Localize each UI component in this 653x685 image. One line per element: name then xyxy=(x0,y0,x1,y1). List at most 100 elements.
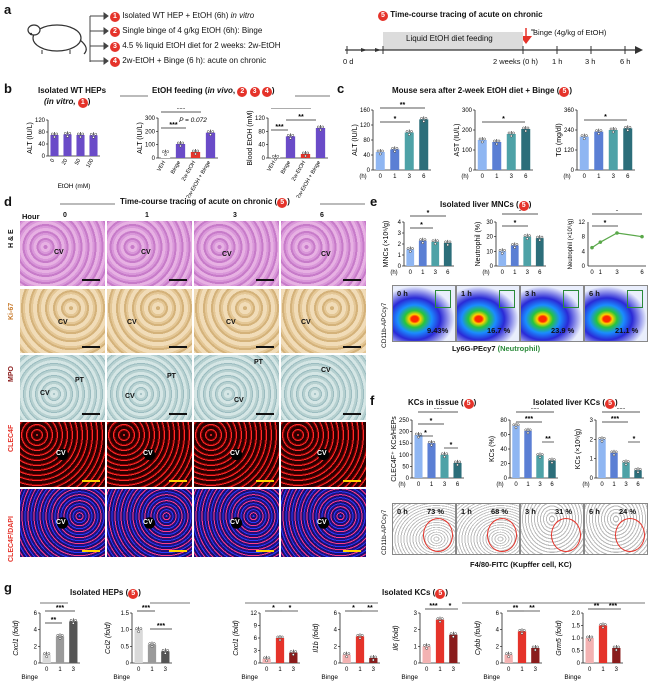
f-kc1-bar xyxy=(453,462,462,478)
c-tg-sig-stars: * xyxy=(604,114,607,121)
cv-label: CV xyxy=(127,319,137,326)
c-chart0-xtick-label: 3 xyxy=(408,174,412,180)
e-neu-point xyxy=(528,234,531,238)
b-left-title: Isolated WT HEPs xyxy=(38,86,107,95)
b-be-point xyxy=(276,154,280,158)
f-kc3-xlabel: (h) xyxy=(582,482,589,488)
f-kc1-point xyxy=(453,460,457,464)
g-gene3-point xyxy=(356,633,360,637)
e-neu-point xyxy=(513,246,517,249)
g-gene2-point xyxy=(291,653,295,656)
cv-label: CV xyxy=(141,249,151,256)
b-be-point xyxy=(321,125,325,129)
c-title-text: Mouse sera after 2-week EtOH diet + Bing… xyxy=(392,86,560,95)
c-chart2-ytick-label: 120 xyxy=(564,148,575,154)
step-1: 1 Isolated WT HEP + EtOH (6h) in vitro xyxy=(110,11,254,22)
c-chart2-point xyxy=(614,127,617,131)
scale-bar xyxy=(343,279,361,281)
flow-time: 6 h xyxy=(589,289,600,298)
f-kc1-point xyxy=(419,432,423,436)
f-kc1-point xyxy=(458,460,462,464)
g2-b-sig-stars: * xyxy=(289,605,292,612)
g-gene5-name: Cybb (fold) xyxy=(475,621,482,655)
g-gene2-point xyxy=(280,635,284,639)
b-title-line xyxy=(120,95,330,97)
f-kc1-xtick-label: 1 xyxy=(430,482,434,488)
g-gene2-name: Cxcl1 (fold) xyxy=(233,620,240,655)
e-neu-point xyxy=(536,235,539,239)
e-neu2-xtick-label: 6 xyxy=(640,270,644,276)
step-1-text: Isolated WT HEP + EtOH (6h) xyxy=(122,11,231,20)
e-mnc-point xyxy=(419,238,422,242)
c-chart2-ylabel: TG (mg/dl) xyxy=(556,123,563,156)
b-be-bar xyxy=(315,128,326,158)
cv-label: CV xyxy=(317,450,327,457)
flow-pct: 9.43% xyxy=(427,326,449,335)
e-mnc-point xyxy=(444,240,447,244)
g-gene4-ytick-label: 1 xyxy=(414,644,418,650)
f-kc1-xtick-label: 3 xyxy=(443,482,447,488)
image-clec4f-1h: CV xyxy=(107,422,192,487)
c-chart1-ytick-label: 0 xyxy=(469,168,473,174)
c-chart2-bar xyxy=(579,136,589,170)
cv-label: CV xyxy=(321,367,331,374)
e-mnc-point xyxy=(406,247,410,250)
g-gene6-name: Grm5 (fold) xyxy=(556,620,563,655)
e-neu-b-sig-stars: * xyxy=(514,220,517,227)
g-gene4-bar xyxy=(435,619,445,663)
f-flow-ylabel: CD11b-APCcy7 xyxy=(381,509,388,555)
e-mnc-point xyxy=(433,242,437,246)
b-alt1-ylabel: ALT (IU/L) xyxy=(27,122,34,154)
b-be-point xyxy=(304,154,307,158)
b-alt2-point xyxy=(161,150,165,154)
g-gene2-point xyxy=(263,656,266,660)
hour-0: 0 xyxy=(63,212,67,219)
f-kc3-xtick-label: 0 xyxy=(600,482,604,488)
f-kc2-xtick-label: 1 xyxy=(526,482,530,488)
b-alt2-point xyxy=(194,152,197,156)
e-neu-bar xyxy=(498,251,507,266)
g0-a-sig-stars: *** xyxy=(56,605,64,612)
f-kc3-point xyxy=(602,436,606,440)
gate-ellipse xyxy=(551,518,581,552)
b-alt2-point xyxy=(176,141,180,145)
c-ast-sig-stars: * xyxy=(502,116,505,123)
f-kc3-point xyxy=(598,436,602,440)
e-mnc-point xyxy=(431,239,435,243)
g-gene0-ytick-label: 2 xyxy=(34,644,38,650)
b-be-point xyxy=(316,125,320,129)
hour-6: 6 xyxy=(320,212,324,219)
g-gene1-point xyxy=(152,642,156,646)
g-gene3-point xyxy=(374,655,377,659)
e-neu-xtick-label: 1 xyxy=(513,270,517,276)
b-be-point xyxy=(274,157,277,161)
gate-box xyxy=(435,290,451,308)
g-gene6-ytick-label: 2.0 xyxy=(572,611,581,617)
c-chart0-point xyxy=(407,133,411,136)
e-neu-point xyxy=(515,243,519,246)
g-gene2-point xyxy=(278,638,282,642)
b-alt2-point xyxy=(211,130,215,134)
image-clec4f-6h: CV xyxy=(281,422,366,487)
e-neu2-point xyxy=(598,240,603,244)
step-3-number: 3 xyxy=(110,42,120,52)
b-alt1-bar xyxy=(76,135,85,156)
b-alt2-a-sig-stars: *** xyxy=(177,108,185,113)
g-gene4-ytick-label: 2 xyxy=(414,628,418,634)
g-gene5-bar xyxy=(517,631,527,663)
hour-1: 1 xyxy=(145,212,149,219)
f-kc3-point xyxy=(600,439,604,443)
g-gene2-bar xyxy=(289,652,298,663)
f-flow-6h: 6 h 24 % xyxy=(584,503,648,555)
e-neu-bar xyxy=(523,236,532,266)
g-gene5-point xyxy=(531,645,535,649)
f-kc2-point xyxy=(548,458,552,461)
b-alt2-b-sig-stars: *** xyxy=(169,122,177,129)
c-chart0-bar xyxy=(390,149,400,170)
f-kc2-point xyxy=(524,428,528,432)
g-gene0-xtick-label: 0 xyxy=(45,667,49,673)
b-be-a-sig-stars: *** xyxy=(287,108,295,109)
b-alt1-bar xyxy=(63,134,72,156)
e-mnc-xtick-label: 1 xyxy=(421,270,425,276)
f-right-number: 5 xyxy=(605,399,616,409)
